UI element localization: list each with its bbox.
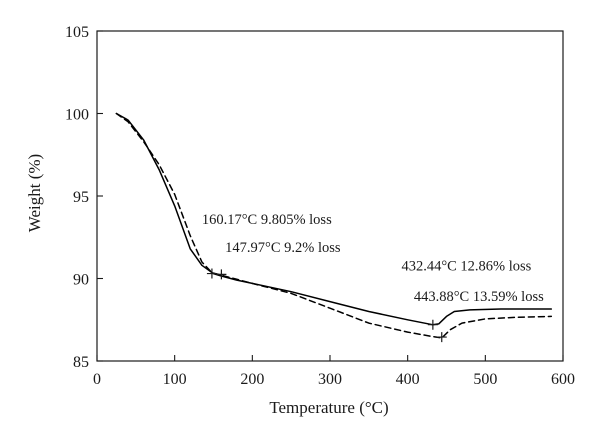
loss-annotation: 160.17°C 9.805% loss <box>202 212 332 228</box>
y-tick-label: 90 <box>73 272 89 289</box>
x-tick-label: 500 <box>473 371 497 388</box>
y-tick-label: 85 <box>73 354 89 371</box>
plus-marker <box>427 319 438 330</box>
x-tick-label: 200 <box>240 371 264 388</box>
solid-series-line <box>115 112 553 326</box>
loss-annotation: 443.88°C 13.59% loss <box>414 289 544 305</box>
x-tick-label: 300 <box>318 371 342 388</box>
x-axis-title: Temperature (°C) <box>269 398 388 417</box>
plot-border <box>96 30 564 362</box>
plus-marker <box>206 268 217 279</box>
y-tick-label: 105 <box>65 24 89 41</box>
annotation-layer: 160.17°C 9.805% loss 147.97°C 9.2% loss 43… <box>202 212 544 305</box>
marker-layer <box>206 268 447 343</box>
x-tick-label: 0 <box>93 371 101 388</box>
loss-annotation: 147.97°C 9.2% loss <box>225 240 341 256</box>
plot-frame <box>96 30 564 362</box>
y-tick-label: 100 <box>65 107 89 124</box>
x-tick-label: 400 <box>396 371 420 388</box>
tick-layer: 0 100 200 300 400 500 600 85 90 95 100 105 <box>65 24 575 388</box>
y-tick-label: 95 <box>73 189 89 206</box>
plus-marker <box>216 269 227 280</box>
series-layer <box>115 112 553 339</box>
loss-annotation: 432.44°C 12.86% loss <box>401 258 531 274</box>
x-tick-label: 600 <box>551 371 575 388</box>
x-tick-label: 100 <box>163 371 187 388</box>
plus-marker <box>436 332 447 343</box>
y-axis-title: Weight (%) <box>25 154 44 232</box>
dashed-series-line <box>115 112 553 339</box>
